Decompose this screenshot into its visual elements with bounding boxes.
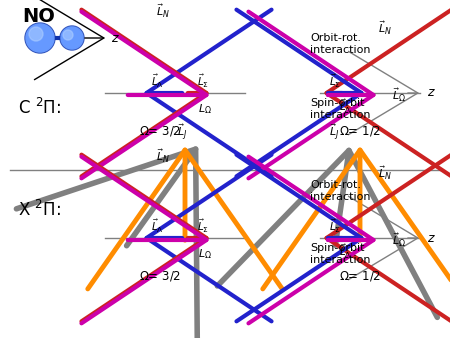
Text: $\vec{L}_\Sigma$: $\vec{L}_\Sigma$ xyxy=(197,217,209,235)
Text: $\vec{L}_\Sigma$: $\vec{L}_\Sigma$ xyxy=(329,217,341,235)
Text: z: z xyxy=(111,32,117,46)
Text: $\vec{L}_N$: $\vec{L}_N$ xyxy=(378,19,392,37)
Ellipse shape xyxy=(60,26,84,50)
Text: X $^2\Pi$:: X $^2\Pi$: xyxy=(18,200,61,220)
Text: $L_\Omega$: $L_\Omega$ xyxy=(198,102,212,116)
Text: Spin-orbit
interaction: Spin-orbit interaction xyxy=(310,243,370,265)
Text: z: z xyxy=(427,87,433,99)
Ellipse shape xyxy=(61,27,83,49)
Text: $\vec{L}_\Lambda$: $\vec{L}_\Lambda$ xyxy=(338,97,351,115)
Text: Orbit-rot.
interaction: Orbit-rot. interaction xyxy=(310,33,370,55)
Text: $\Omega$= 3/2: $\Omega$= 3/2 xyxy=(139,269,181,283)
Text: $\vec{L}_N$: $\vec{L}_N$ xyxy=(378,164,392,182)
Text: $\Omega$= 3/2: $\Omega$= 3/2 xyxy=(139,124,181,138)
Text: $\vec{L}_J$: $\vec{L}_J$ xyxy=(329,123,339,143)
Text: $\Omega$= 1/2: $\Omega$= 1/2 xyxy=(339,269,381,283)
Ellipse shape xyxy=(63,30,73,40)
Text: $\vec{L}_\Sigma$: $\vec{L}_\Sigma$ xyxy=(197,72,209,90)
Text: $\vec{L}_\Sigma$: $\vec{L}_\Sigma$ xyxy=(329,72,341,90)
Ellipse shape xyxy=(26,24,54,52)
Ellipse shape xyxy=(25,23,55,53)
Ellipse shape xyxy=(29,27,43,41)
Text: z: z xyxy=(427,232,433,244)
Text: Orbit-rot.
interaction: Orbit-rot. interaction xyxy=(310,180,370,201)
Text: $\vec{L}_\Lambda$: $\vec{L}_\Lambda$ xyxy=(338,242,351,260)
Text: $\vec{L}_\Omega$: $\vec{L}_\Omega$ xyxy=(392,86,406,104)
Text: NO: NO xyxy=(22,6,55,25)
Text: $\vec{L}_\Lambda$: $\vec{L}_\Lambda$ xyxy=(151,72,163,90)
Text: $\vec{L}_\Lambda$: $\vec{L}_\Lambda$ xyxy=(151,217,163,235)
Text: $\Omega$= 1/2: $\Omega$= 1/2 xyxy=(339,124,381,138)
Text: $\vec{L}_N$: $\vec{L}_N$ xyxy=(156,2,170,20)
Text: $L_\Omega$: $L_\Omega$ xyxy=(198,247,212,261)
Text: C $^2\Pi$:: C $^2\Pi$: xyxy=(18,98,61,118)
Text: Spin-orbit
interaction: Spin-orbit interaction xyxy=(310,98,370,120)
Text: $\vec{L}_\Omega$: $\vec{L}_\Omega$ xyxy=(392,231,406,249)
Text: $\vec{L}_J$: $\vec{L}_J$ xyxy=(177,123,187,143)
Text: $\vec{L}_N$: $\vec{L}_N$ xyxy=(156,147,170,165)
